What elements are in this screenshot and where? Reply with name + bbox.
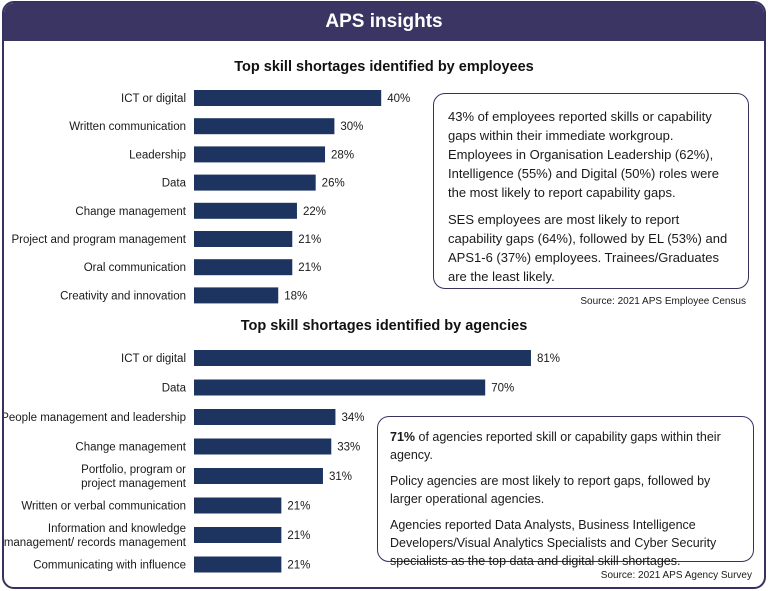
agencies-bar-0	[194, 350, 531, 366]
agencies-callout: 71% of agencies reported skill or capabi…	[377, 416, 754, 568]
employees-value-label-1: 30%	[340, 121, 363, 133]
agencies-bar-3	[194, 438, 332, 455]
agencies-callout-highlight: 71%	[390, 430, 416, 444]
agencies-category-label-7: Communicating with influence	[33, 560, 186, 572]
employees-bar-0	[194, 90, 382, 106]
employees-category-label-1: Written communication	[69, 121, 186, 133]
employees-value-label-6: 21%	[298, 262, 321, 274]
agencies-chart-title: Top skill shortages identified by agenci…	[240, 318, 528, 334]
employees-bar-4	[194, 202, 297, 219]
employees-chart-title: Top skill shortages identified by employ…	[234, 59, 534, 75]
agencies-category-label-5: Written or verbal communication	[21, 501, 186, 513]
agencies-value-label-4: 31%	[329, 471, 352, 483]
agencies-category-label-3: Change management	[75, 442, 186, 454]
agencies-category-label-6: Information and knowledge management/ rec…	[4, 523, 187, 549]
employees-value-label-7: 18%	[284, 290, 307, 302]
employees-category-label-3: Data	[162, 178, 187, 190]
agencies-category-label-4: Portfolio, program or project management	[81, 464, 187, 490]
employees-bar-7	[194, 287, 279, 304]
agencies-value-label-7: 21%	[287, 560, 310, 572]
employees-category-label-0: ICT or digital	[121, 93, 186, 105]
agencies-callout-paragraph-1-text: of agencies reported skill or capability…	[390, 430, 721, 462]
agencies-value-label-5: 21%	[287, 501, 310, 513]
agencies-bar-5	[194, 497, 282, 514]
agencies-bar-1	[194, 379, 486, 396]
agencies-callout-paragraph-3: Agencies reported Data Analysts, Busines…	[390, 518, 717, 568]
employees-value-label-0: 40%	[387, 93, 410, 105]
agencies-value-label-2: 34%	[341, 412, 364, 424]
employees-value-label-3: 26%	[322, 178, 345, 190]
employees-bar-3	[194, 174, 316, 191]
agencies-value-label-0: 81%	[537, 353, 560, 365]
agencies-bar-2	[194, 409, 336, 425]
employees-bar-5	[194, 231, 293, 247]
employees-value-label-2: 28%	[331, 149, 354, 161]
agencies-bar-4	[194, 468, 323, 484]
employees-category-label-2: Leadership	[129, 149, 186, 161]
employees-callout-paragraph-2: SES employees are most likely to report …	[448, 212, 728, 284]
agencies-category-label-0: ICT or digital	[121, 353, 186, 365]
employees-value-label-5: 21%	[298, 234, 321, 246]
employees-bar-1	[194, 118, 335, 135]
employees-bar-6	[194, 259, 293, 276]
employees-category-label-7: Creativity and innovation	[60, 290, 186, 302]
agencies-callout-paragraph-1: 71% of agencies reported skill or capabi…	[390, 428, 743, 464]
employees-category-label-4: Change management	[75, 206, 186, 218]
employees-callout-paragraph-1: 43% of employees reported skills or capa…	[448, 109, 719, 200]
employees-bar-2	[194, 146, 326, 163]
agencies-value-label-1: 70%	[491, 383, 514, 395]
employees-value-label-4: 22%	[303, 206, 326, 218]
bar-charts: 40% ICT or digital 30% Written communicatio…	[4, 90, 560, 573]
agencies-bar-7	[194, 556, 282, 573]
agencies-value-label-3: 33%	[337, 442, 360, 454]
agencies-source: Source: 2021 APS Agency Survey	[600, 570, 752, 581]
employees-category-label-6: Oral communication	[84, 262, 186, 274]
employees-category-label-5: Project and program management	[11, 234, 186, 246]
agencies-category-label-2: People management and leadership	[4, 412, 186, 424]
employees-callout: 43% of employees reported skills or capa…	[433, 93, 749, 289]
agencies-value-label-6: 21%	[287, 530, 310, 542]
agencies-bar-6	[194, 527, 282, 543]
employees-source: Source: 2021 APS Employee Census	[580, 296, 746, 307]
agencies-callout-paragraph-2: Policy agencies are most likely to repor…	[390, 474, 711, 506]
agencies-category-label-1: Data	[162, 383, 187, 395]
panel-header: APS insights	[4, 3, 764, 41]
